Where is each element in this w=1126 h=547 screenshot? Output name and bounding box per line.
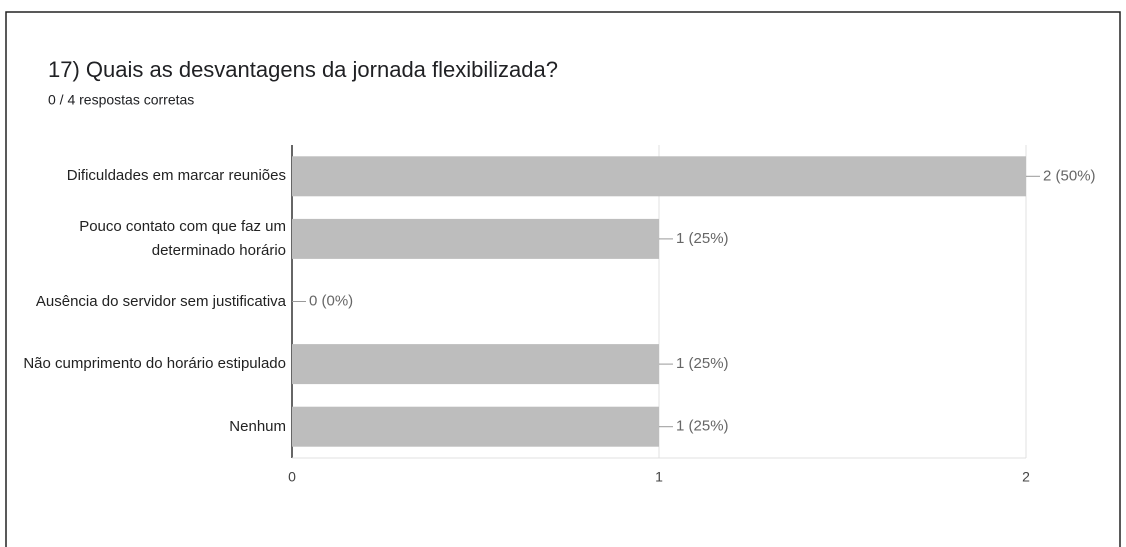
value-label: 1 (25%) (676, 230, 729, 247)
category-label: Nenhum (229, 417, 286, 435)
x-tick-label: 2 (1022, 469, 1030, 485)
category-label: Dificuldades em marcar reuniões (66, 167, 286, 185)
category-label: Não cumprimento do horário estipulado (23, 355, 286, 373)
value-label: 2 (50%) (1043, 167, 1096, 184)
chart-title: 17) Quais as desvantagens da jornada fle… (48, 57, 558, 82)
category-label: Ausência do servidor sem justificativa (35, 292, 286, 310)
frame (5, 11, 1121, 547)
x-tick-label: 0 (288, 469, 296, 485)
bar (292, 156, 1026, 197)
value-label: 1 (25%) (676, 418, 729, 435)
bar (292, 406, 659, 447)
bar (292, 218, 659, 259)
category-label: Pouco contato com que faz um determinado… (79, 217, 286, 259)
value-label: 0 (0%) (309, 292, 353, 309)
value-label: 1 (25%) (676, 355, 729, 372)
bar (292, 344, 659, 385)
chart-subtitle: 0 / 4 respostas corretas (48, 92, 194, 108)
x-tick-label: 1 (655, 469, 663, 485)
